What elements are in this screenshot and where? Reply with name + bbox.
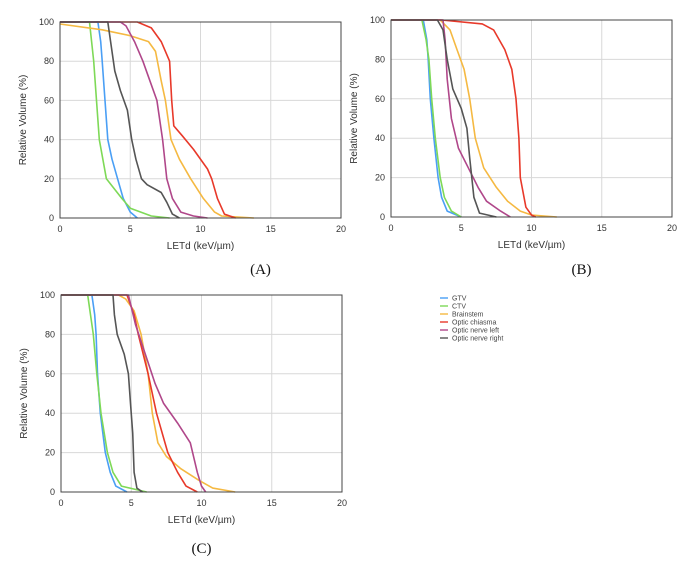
series-line-brainstem <box>391 19 557 218</box>
x-tick-label: 15 <box>597 223 607 233</box>
x-tick-label: 15 <box>267 498 277 508</box>
panel-b: 0 5 10 15 20 0 20 40 60 80 100 LETd (keV/µm) Relativ… <box>349 15 677 278</box>
y-tick-label: 20 <box>375 173 385 183</box>
y-tick-label: 20 <box>45 448 55 458</box>
x-tick-label: 0 <box>58 498 63 508</box>
plot-frame <box>390 19 673 218</box>
x-tick-label: 20 <box>336 224 346 234</box>
x-tick-label: 20 <box>337 498 347 508</box>
x-tick-label: 20 <box>667 223 677 233</box>
y-tick-label: 80 <box>45 329 55 339</box>
x-tick-label: 10 <box>195 224 205 234</box>
panel-a: 0 5 10 15 20 0 20 40 60 80 100 LETd (keV/µm) Relativ… <box>18 17 346 278</box>
series-line-ctv <box>60 21 170 219</box>
y-tick-label: 0 <box>50 487 55 497</box>
panel-caption: (A) <box>250 262 271 278</box>
y-tick-label: 100 <box>370 15 385 25</box>
y-tick-label: 100 <box>39 17 54 27</box>
plot-frame <box>59 21 342 219</box>
series-line-brainstem <box>59 23 254 219</box>
series-line-optic-nerve-left <box>60 21 208 219</box>
y-tick-label: 60 <box>45 369 55 379</box>
legend-label: Optic nerve right <box>452 336 503 343</box>
series-line-optic-chiasma <box>391 19 537 218</box>
legend-label: CTV <box>452 304 466 311</box>
y-tick-label: 20 <box>44 174 54 184</box>
y-tick-label: 60 <box>44 95 54 105</box>
x-axis-title: LETd (keV/µm) <box>167 241 234 252</box>
series-line-optic-nerve-right <box>61 294 143 493</box>
x-tick-label: 5 <box>129 498 134 508</box>
legend-label: Optic nerve left <box>452 328 499 335</box>
y-tick-label: 80 <box>44 56 54 66</box>
y-tick-label: 60 <box>375 94 385 104</box>
x-tick-label: 5 <box>128 224 133 234</box>
x-tick-label: 10 <box>196 498 206 508</box>
x-tick-label: 0 <box>388 223 393 233</box>
y-axis-title: Relative Volume (%) <box>19 348 30 439</box>
series-line-brainstem <box>61 294 236 493</box>
x-tick-label: 10 <box>526 223 536 233</box>
y-tick-label: 0 <box>49 213 54 223</box>
legend-label: Brainstem <box>452 312 484 319</box>
x-axis-title: LETd (keV/µm) <box>168 515 235 526</box>
y-tick-label: 40 <box>44 135 54 145</box>
y-tick-label: 40 <box>375 133 385 143</box>
panel-caption: (B) <box>572 262 592 278</box>
series-line-optic-nerve-right <box>391 19 497 218</box>
y-axis-title: Relative Volume (%) <box>349 73 360 164</box>
series-line-optic-nerve-right <box>60 21 180 219</box>
plot-frame <box>60 294 343 493</box>
series-line-optic-nerve-left <box>391 19 511 218</box>
y-tick-label: 100 <box>40 290 55 300</box>
legend-label: GTV <box>452 296 467 303</box>
series-line-gtv <box>61 294 128 493</box>
x-tick-label: 15 <box>266 224 276 234</box>
panel-caption: (C) <box>192 541 212 557</box>
y-tick-label: 0 <box>380 212 385 222</box>
y-tick-label: 80 <box>375 54 385 64</box>
x-axis-title: LETd (keV/µm) <box>498 240 565 251</box>
legend-label: Optic chiasma <box>452 320 496 327</box>
series-line-ctv <box>391 19 462 218</box>
series-line-optic-chiasma <box>60 21 236 219</box>
series-line-gtv <box>391 19 462 218</box>
series-line-optic-nerve-left <box>61 294 207 493</box>
y-tick-label: 40 <box>45 408 55 418</box>
panel-c: 0 5 10 15 20 0 20 40 60 80 100 LETd (keV/µm) Relativ… <box>19 290 347 557</box>
y-axis-title: Relative Volume (%) <box>18 75 29 166</box>
x-tick-label: 0 <box>57 224 62 234</box>
series-line-ctv <box>61 294 147 493</box>
x-tick-label: 5 <box>459 223 464 233</box>
